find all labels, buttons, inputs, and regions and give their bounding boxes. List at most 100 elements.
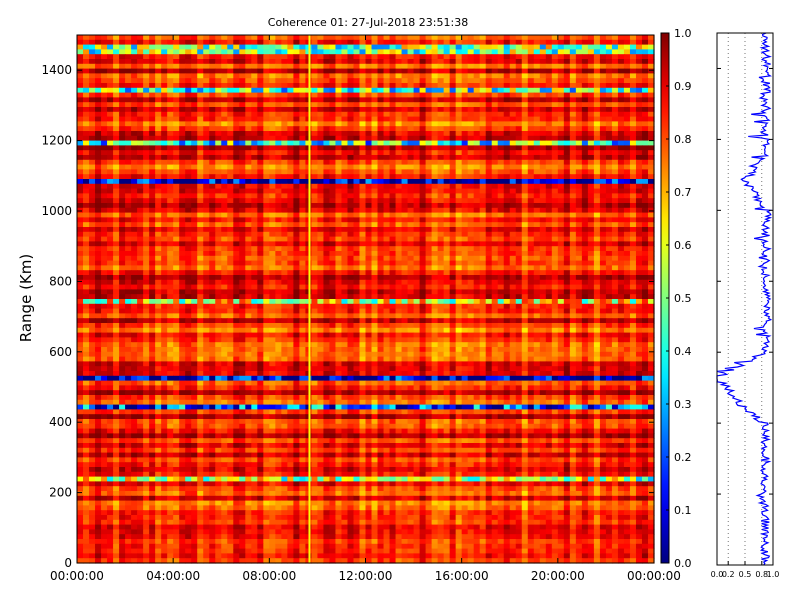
heatmap-cell xyxy=(545,241,553,247)
heatmap-cell xyxy=(227,92,234,98)
heatmap-cell xyxy=(605,83,613,89)
heatmap-cell xyxy=(323,92,331,98)
heatmap-cell xyxy=(77,193,84,199)
heatmap-cell xyxy=(527,222,535,228)
heatmap-cell xyxy=(491,231,499,238)
heatmap-cell xyxy=(479,73,487,79)
heatmap-cell xyxy=(323,279,331,286)
heatmap-cell xyxy=(293,102,300,108)
heatmap-cell xyxy=(299,183,306,190)
heatmap-cell xyxy=(437,83,445,89)
heatmap-cell xyxy=(461,131,469,137)
heatmap-cell xyxy=(413,59,421,65)
heatmap-cell xyxy=(563,111,571,118)
heatmap-cell xyxy=(353,111,361,118)
heatmap-cell xyxy=(425,179,433,185)
heatmap-cell xyxy=(209,241,216,247)
heatmap-cell xyxy=(299,255,306,262)
heatmap-cell xyxy=(593,68,601,74)
heatmap-cell xyxy=(179,140,186,146)
heatmap-cell xyxy=(413,207,421,214)
heatmap-cell xyxy=(107,59,114,65)
heatmap-cell xyxy=(647,275,655,281)
heatmap-cell xyxy=(173,246,180,252)
heatmap-cell xyxy=(413,275,421,281)
heatmap-cell xyxy=(635,121,643,127)
heatmap-cell xyxy=(449,131,457,137)
heatmap-cell xyxy=(557,68,565,74)
heatmap-cell xyxy=(413,246,421,252)
heatmap-cell xyxy=(191,207,198,214)
heatmap-cell xyxy=(587,140,595,146)
heatmap-cell xyxy=(227,140,234,146)
heatmap-cell xyxy=(251,183,258,190)
heatmap-cell xyxy=(401,279,409,286)
heatmap-cell xyxy=(77,35,84,41)
heatmap-cell xyxy=(461,49,469,55)
heatmap-cell xyxy=(101,49,108,55)
heatmap-cell xyxy=(425,265,433,271)
heatmap-cell xyxy=(101,150,108,156)
heatmap-cell xyxy=(539,92,547,98)
heatmap-cell xyxy=(131,97,138,103)
heatmap-cell xyxy=(263,179,270,185)
heatmap-cell xyxy=(263,275,270,281)
heatmap-cell xyxy=(287,140,294,146)
heatmap-cell xyxy=(437,255,445,262)
heatmap-cell xyxy=(131,217,138,223)
heatmap-cell xyxy=(203,207,210,214)
heatmap-cell xyxy=(407,59,415,65)
heatmap-cell xyxy=(395,131,403,137)
heatmap-cell xyxy=(557,159,565,166)
heatmap-cell xyxy=(425,78,433,84)
heatmap-cell xyxy=(287,217,294,223)
heatmap-cell xyxy=(641,131,649,137)
heatmap-cell xyxy=(143,59,150,65)
heatmap-cell xyxy=(257,207,264,214)
heatmap-cell xyxy=(587,135,595,142)
heatmap-cell xyxy=(521,121,529,127)
heatmap-cell xyxy=(245,59,252,65)
heatmap-cell xyxy=(407,150,415,156)
heatmap-cell xyxy=(395,87,403,94)
heatmap-cell xyxy=(341,251,349,257)
heatmap-cell xyxy=(281,270,288,276)
heatmap-cell xyxy=(167,198,174,204)
heatmap-cell xyxy=(395,212,403,218)
heatmap-cell xyxy=(89,121,96,127)
heatmap-cell xyxy=(383,212,391,218)
heatmap-cell xyxy=(425,174,433,180)
heatmap-cell xyxy=(455,174,463,180)
heatmap-cell xyxy=(635,212,643,218)
heatmap-cell xyxy=(263,198,270,204)
heatmap-cell xyxy=(221,150,228,156)
heatmap-cell xyxy=(635,179,643,185)
heatmap-cell xyxy=(497,145,505,151)
heatmap-cell xyxy=(371,222,379,228)
heatmap-cell xyxy=(617,227,625,233)
heatmap-cell xyxy=(389,63,397,70)
heatmap-cell xyxy=(293,270,300,276)
heatmap-cell xyxy=(407,255,415,262)
heatmap-cell xyxy=(293,131,300,137)
heatmap-cell xyxy=(263,150,270,156)
heatmap-cell xyxy=(125,116,132,122)
heatmap-cell xyxy=(275,97,282,103)
heatmap-cell xyxy=(419,59,427,65)
heatmap-cell xyxy=(623,270,631,276)
heatmap-cell xyxy=(215,227,222,233)
heatmap-cell xyxy=(233,251,240,257)
heatmap-cell xyxy=(467,275,475,281)
heatmap-cell xyxy=(431,222,439,228)
heatmap-cell xyxy=(95,145,102,151)
heatmap-cell xyxy=(575,169,583,175)
heatmap-cell xyxy=(593,87,601,94)
heatmap-cell xyxy=(143,44,150,50)
heatmap-cell xyxy=(539,73,547,79)
heatmap-cell xyxy=(131,260,138,266)
heatmap-cell xyxy=(473,35,481,41)
heatmap-cell xyxy=(107,275,114,281)
heatmap-cell xyxy=(257,63,264,70)
heatmap-cell xyxy=(599,49,607,55)
heatmap-cell xyxy=(167,68,174,74)
